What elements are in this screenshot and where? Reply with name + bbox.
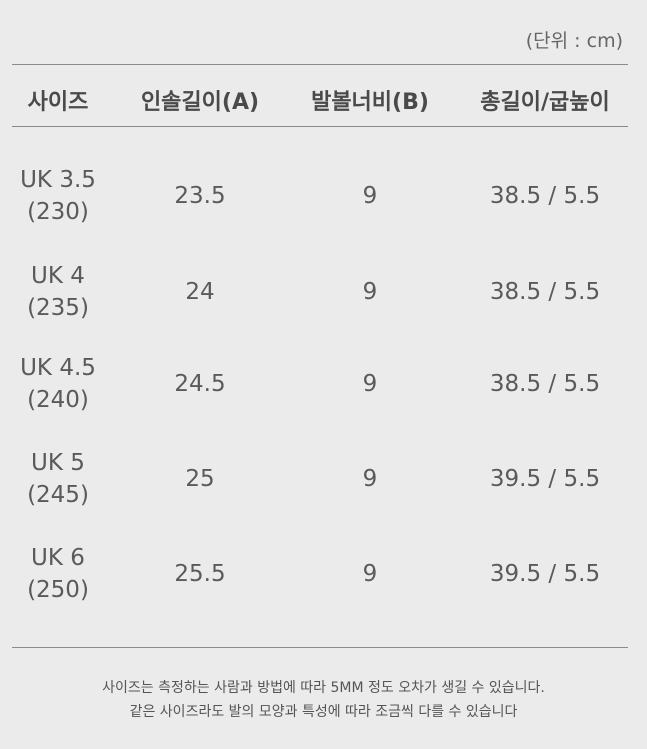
uk-size: UK 5: [31, 450, 85, 476]
size-cell: UK 4.5 (240): [20, 352, 96, 416]
total-heel-cell: 39.5 / 5.5: [489, 561, 601, 587]
size-cell: UK 3.5 (230): [20, 164, 96, 228]
divider-bottom: [12, 647, 628, 648]
header-insole-length: 인솔길이(A): [140, 90, 260, 115]
notice-line: 사이즈는 측정하는 사람과 방법에 따라 5MM 정도 오차가 생길 수 있습니…: [102, 680, 545, 696]
size-cell: UK 6 (250): [27, 542, 89, 606]
mm-size: (245): [27, 482, 89, 508]
insole-cell: 25.5: [174, 561, 226, 587]
total-heel-cell: 38.5 / 5.5: [489, 279, 601, 305]
insole-cell: 23.5: [174, 183, 226, 209]
width-cell: 9: [362, 371, 378, 397]
insole-cell: 24.5: [174, 371, 226, 397]
total-heel-cell: 38.5 / 5.5: [489, 371, 601, 397]
table-row: UK 5 (245) 25 9 39.5 / 5.5: [0, 444, 647, 514]
table-row: UK 4 (235) 24 9 38.5 / 5.5: [0, 257, 647, 327]
mm-size: (235): [27, 295, 89, 321]
uk-size: UK 4: [31, 263, 85, 289]
insole-cell: 25: [185, 466, 215, 492]
divider-header: [12, 126, 628, 127]
mm-size: (250): [27, 577, 89, 603]
total-heel-cell: 39.5 / 5.5: [489, 466, 601, 492]
width-cell: 9: [362, 561, 378, 587]
size-cell: UK 4 (235): [27, 260, 89, 324]
header-total-heel: 총길이/굽높이: [480, 90, 610, 115]
header-size: 사이즈: [27, 90, 89, 115]
uk-size: UK 6: [31, 545, 85, 571]
width-cell: 9: [362, 279, 378, 305]
width-cell: 9: [362, 183, 378, 209]
table-header: 사이즈 인솔길이(A) 발볼너비(B) 총길이/굽높이: [0, 84, 647, 116]
size-cell: UK 5 (245): [27, 447, 89, 511]
notice-line: 같은 사이즈라도 발의 모양과 특성에 따라 조금씩 다를 수 있습니다: [129, 704, 518, 720]
uk-size: UK 3.5: [20, 167, 96, 193]
mm-size: (230): [27, 199, 89, 225]
uk-size: UK 4.5: [20, 355, 96, 381]
table-row: UK 3.5 (230) 23.5 9 38.5 / 5.5: [0, 161, 647, 231]
header-foot-width: 발볼너비(B): [311, 90, 429, 115]
width-cell: 9: [362, 466, 378, 492]
table-row: UK 6 (250) 25.5 9 39.5 / 5.5: [0, 539, 647, 609]
mm-size: (240): [27, 387, 89, 413]
insole-cell: 24: [185, 279, 215, 305]
size-notice: 사이즈는 측정하는 사람과 방법에 따라 5MM 정도 오차가 생길 수 있습니…: [0, 676, 647, 724]
table-row: UK 4.5 (240) 24.5 9 38.5 / 5.5: [0, 349, 647, 419]
divider-top: [12, 64, 628, 65]
total-heel-cell: 38.5 / 5.5: [489, 183, 601, 209]
unit-label: (단위 : cm): [525, 30, 623, 52]
